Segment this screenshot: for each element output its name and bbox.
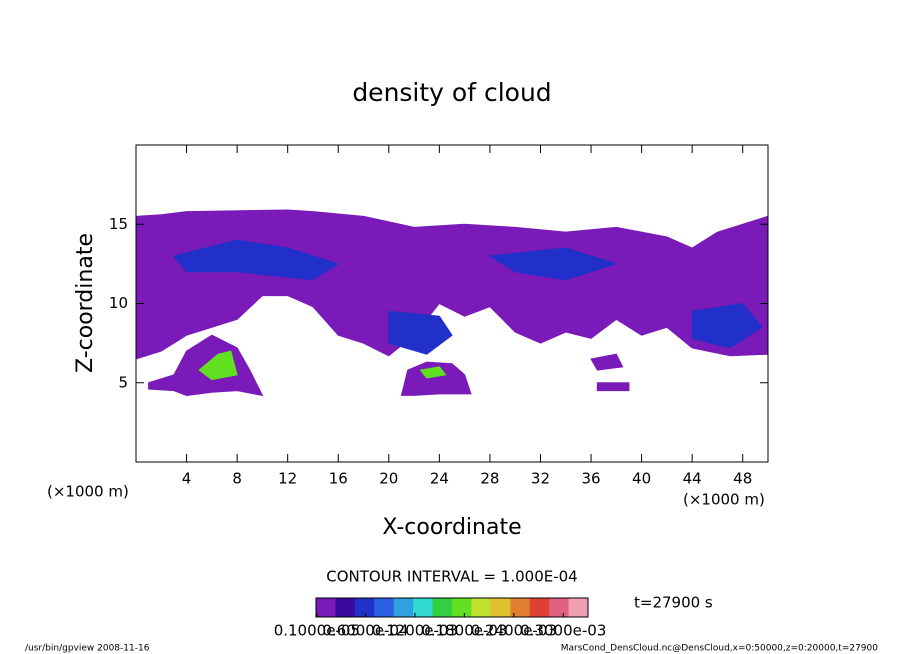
y-tick-label: 10	[109, 294, 128, 312]
colorbar-cell	[335, 598, 356, 617]
footer: /usr/bin/gpview 2008-11-16	[25, 644, 150, 654]
contour-region	[691, 302, 763, 349]
time-label: t=27900 s	[634, 594, 713, 612]
x-tick-label: 16	[329, 470, 348, 488]
x-axis-label: X-coordinate	[382, 515, 521, 540]
chart-title: density of cloud	[352, 78, 551, 107]
x-tick-label: 28	[480, 470, 499, 488]
x-tick-label: 40	[632, 470, 651, 488]
contour-region	[173, 239, 340, 281]
colorbar-cell	[374, 598, 395, 617]
contour-interval: CONTOUR INTERVAL = 1.000E-04	[326, 568, 577, 586]
footer: MarsCond_DensCloud.nc@DensCloud,x=0:5000…	[561, 644, 878, 654]
colorbar-cell	[354, 598, 375, 617]
colorbar-tick-label: 0.2400e-03	[471, 622, 557, 640]
contour-region	[488, 247, 618, 281]
x-tick-label: 44	[683, 470, 702, 488]
colorbar-cell	[568, 598, 589, 617]
contour-region	[419, 366, 447, 379]
y-tick-label: 15	[109, 215, 128, 233]
colorbar-tick-label: 0.1200e-03	[372, 622, 458, 640]
x-tick-label: 36	[581, 470, 600, 488]
x-tick-label: 12	[278, 470, 297, 488]
x-tick-label: 4	[182, 470, 192, 488]
colorbar-tick-label: 0.1000e-05	[274, 622, 360, 640]
colorbar-cell	[529, 598, 550, 617]
colorbar-cell	[510, 598, 531, 617]
colorbar-frame	[315, 597, 589, 618]
colorbar-tick-label: 0.6000e-04	[322, 622, 408, 640]
colorbar-cell	[432, 598, 453, 617]
contour-region	[596, 382, 630, 392]
colorbar-tick-label: 0.3000e-03	[520, 622, 606, 640]
colorbar-cell	[471, 598, 492, 617]
contour-region	[388, 310, 453, 355]
x-unit: (×1000 m)	[47, 483, 129, 501]
x-tick-label: 20	[379, 470, 398, 488]
colorbar-cell	[413, 598, 434, 617]
colorbar-cell	[490, 598, 511, 617]
colorbar-cell	[316, 598, 336, 617]
x-tick-label: 48	[733, 470, 752, 488]
contour-region	[400, 361, 472, 396]
contour-region	[590, 353, 624, 371]
contour-region	[198, 350, 238, 381]
colorbar-cell	[549, 598, 570, 617]
x-tick-label: 8	[232, 470, 242, 488]
colorbar-tick-label: 0.1800e-03	[421, 622, 507, 640]
colorbar-cell	[452, 598, 472, 617]
colorbar-cell	[393, 598, 414, 617]
y-tick-label: 5	[118, 373, 128, 391]
x-tick-label: 24	[430, 470, 449, 488]
contour-region	[135, 209, 769, 360]
x-unit: (×1000 m)	[683, 491, 765, 509]
x-tick-label: 32	[531, 470, 550, 488]
y-axis-label: Z-coordinate	[73, 233, 98, 373]
